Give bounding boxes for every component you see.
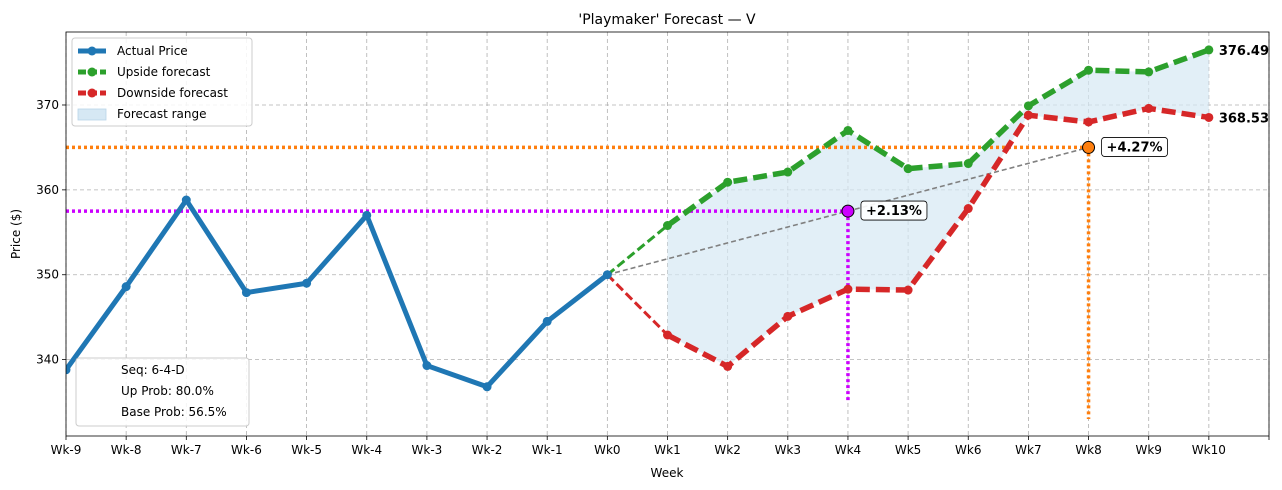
downside-point xyxy=(723,361,733,371)
legend: Actual Price Upside forecast Downside fore… xyxy=(71,37,253,127)
upside-line xyxy=(665,47,1210,228)
y-tick-label: 370 xyxy=(36,98,59,112)
upside-point xyxy=(963,159,973,169)
y-tick-label: 350 xyxy=(36,268,59,282)
downside-line xyxy=(666,105,1210,370)
upside-point xyxy=(663,221,672,231)
forecast-range-area xyxy=(667,49,1209,367)
legend-marker xyxy=(87,67,97,77)
upside-point xyxy=(903,164,913,174)
x-tick-label: Wk2 xyxy=(714,443,740,457)
x-tick-label: Wk1 xyxy=(654,443,680,457)
x-tick-label: Wk-2 xyxy=(472,443,503,457)
target-label-box xyxy=(1101,137,1168,157)
legend-box xyxy=(71,37,253,127)
x-tick-label: Wk-7 xyxy=(171,443,202,457)
target-marker xyxy=(841,204,855,218)
actual-point xyxy=(422,361,432,371)
x-tick-label: Wk-5 xyxy=(291,443,322,457)
info-box: Seq: 6-4-D Up Prob: 80.0% Base Prob: 56.5% xyxy=(75,357,250,427)
target-label: +4.27% xyxy=(1107,140,1163,155)
legend-label: Actual Price xyxy=(117,44,188,58)
annotations: +2.13% +4.27% 376.49 368.53 xyxy=(841,44,1269,221)
actual-point xyxy=(482,382,492,392)
actual-point xyxy=(241,288,251,298)
upside-point xyxy=(1144,67,1154,77)
x-tick-label: Wk10 xyxy=(1192,443,1226,457)
downside-point xyxy=(1204,112,1214,122)
x-tick-label: Wk-9 xyxy=(51,443,82,457)
x-tick-label: Wk4 xyxy=(835,443,861,457)
downside-point xyxy=(1144,103,1154,113)
x-tick-label: Wk3 xyxy=(775,443,801,457)
downside-point xyxy=(903,285,913,295)
y-tick-label: 340 xyxy=(36,353,59,367)
upside-point xyxy=(723,177,733,187)
actual-point xyxy=(66,365,71,375)
actual-point xyxy=(362,210,372,220)
upside-point xyxy=(1084,65,1094,75)
downside-point xyxy=(1084,117,1094,127)
downside-point xyxy=(963,204,973,214)
x-tick-label: Wk-6 xyxy=(231,443,262,457)
actual-point xyxy=(121,282,131,292)
plot-area xyxy=(66,45,1214,420)
axis-ticks: Wk-9 Wk-8 Wk-7 Wk-6 Wk-5 Wk-4 Wk-3 Wk-2 Wk-1 Wk0 W… xyxy=(36,98,1270,457)
legend-marker xyxy=(87,46,97,56)
x-tick-label: Wk9 xyxy=(1135,443,1161,457)
chart-title: 'Playmaker' Forecast — V xyxy=(578,12,756,28)
x-axis-label: Week xyxy=(651,466,684,480)
x-tick-label: Wk0 xyxy=(594,443,620,457)
x-tick-label: Wk7 xyxy=(1015,443,1041,457)
x-tick-label: Wk5 xyxy=(895,443,921,457)
upside-point xyxy=(783,167,793,177)
actual-line xyxy=(66,197,609,390)
info-line: Up Prob: 80.0% xyxy=(121,384,214,398)
legend-label: Downside forecast xyxy=(117,86,228,100)
downside-point xyxy=(663,330,672,340)
legend-swatch xyxy=(77,108,107,121)
x-tick-label: Wk-4 xyxy=(351,443,382,457)
x-tick-label: Wk6 xyxy=(955,443,981,457)
x-tick-label: Wk8 xyxy=(1075,443,1101,457)
y-axis-label: Price ($) xyxy=(9,209,23,259)
downside-point xyxy=(1023,110,1033,120)
legend-marker xyxy=(87,88,97,98)
actual-point xyxy=(602,270,612,280)
info-line: Seq: 6-4-D xyxy=(121,363,185,377)
end-value-label: 376.49 xyxy=(1219,44,1269,59)
x-tick-label: Wk-8 xyxy=(111,443,142,457)
y-tick-label: 360 xyxy=(36,183,59,197)
target-label-box xyxy=(860,200,928,221)
upside-point xyxy=(1023,101,1033,111)
legend-label: Upside forecast xyxy=(117,65,211,79)
info-box-frame xyxy=(75,357,250,427)
actual-point xyxy=(542,316,552,326)
actual-point xyxy=(181,195,191,205)
x-tick-label: Wk-3 xyxy=(412,443,443,457)
legend-label: Forecast range xyxy=(117,107,206,121)
info-line: Base Prob: 56.5% xyxy=(121,405,227,419)
end-value-label: 368.53 xyxy=(1219,111,1269,126)
x-tick-label: Wk-1 xyxy=(532,443,563,457)
upside-point xyxy=(843,125,853,135)
actual-point xyxy=(302,278,312,288)
downside-point xyxy=(843,284,853,294)
downside-connector xyxy=(606,273,669,337)
upside-connector xyxy=(606,224,669,276)
target-label: +2.13% xyxy=(866,204,922,219)
upside-point xyxy=(1204,45,1214,55)
target-marker xyxy=(1082,140,1096,154)
downside-point xyxy=(783,311,793,321)
